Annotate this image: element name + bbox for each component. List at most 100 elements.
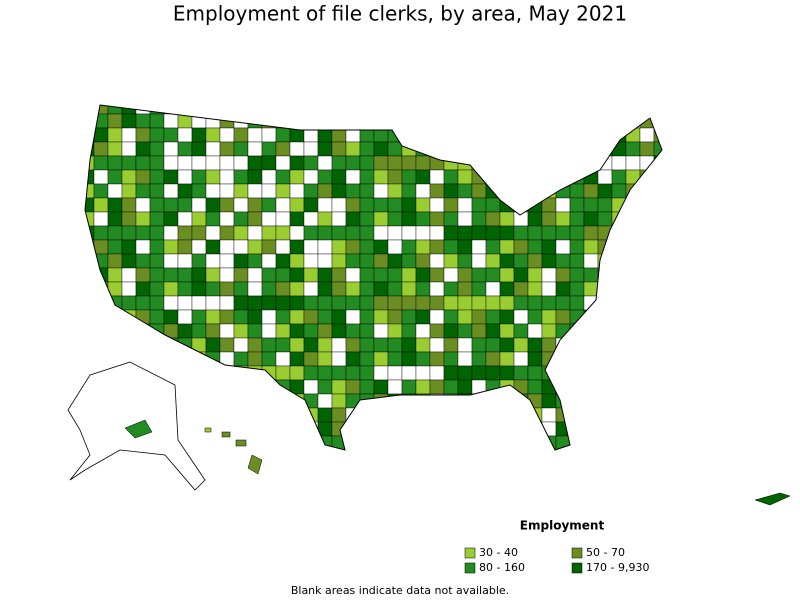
area (387, 113, 403, 129)
area (387, 435, 403, 450)
area (625, 393, 641, 409)
area (289, 393, 305, 409)
area (85, 295, 95, 311)
area (233, 407, 249, 423)
area (247, 105, 263, 115)
area (513, 253, 529, 269)
area (527, 379, 543, 395)
area (121, 113, 137, 129)
area (569, 113, 585, 129)
area (345, 239, 361, 255)
area (331, 309, 347, 325)
area (261, 295, 277, 311)
area (555, 281, 571, 297)
area (317, 183, 333, 199)
area (485, 449, 501, 450)
hawaii-island (247, 454, 263, 475)
area (247, 113, 263, 129)
area (317, 211, 333, 227)
area (121, 449, 137, 450)
area (401, 183, 417, 199)
area (541, 309, 557, 325)
area (653, 113, 662, 129)
area (345, 421, 361, 437)
area (653, 105, 662, 115)
hawaii-island (221, 431, 231, 438)
area (555, 239, 571, 255)
area (401, 105, 417, 115)
area (429, 253, 445, 269)
area (653, 281, 662, 297)
area (513, 169, 529, 185)
area (499, 295, 515, 311)
area (569, 407, 585, 423)
area (597, 211, 613, 227)
area (555, 155, 571, 171)
area (569, 379, 585, 395)
area (205, 211, 221, 227)
area (247, 267, 263, 283)
area (247, 421, 263, 437)
area (541, 253, 557, 269)
area (401, 267, 417, 283)
area (513, 365, 529, 381)
area (135, 105, 151, 115)
area (443, 253, 459, 269)
area (121, 295, 137, 311)
area (513, 197, 529, 213)
area (191, 407, 207, 423)
area (191, 295, 207, 311)
legend-label: 80 - 160 (479, 561, 525, 574)
hawaii-island (235, 439, 247, 447)
area (261, 449, 277, 450)
area (261, 393, 277, 409)
area (429, 337, 445, 353)
area (597, 105, 613, 115)
area (135, 155, 151, 171)
area (205, 449, 221, 450)
area (373, 281, 389, 297)
area (471, 365, 487, 381)
area (373, 337, 389, 353)
legend-swatch (571, 547, 583, 559)
area (597, 169, 613, 185)
area (205, 113, 221, 129)
area (317, 379, 333, 395)
area (429, 309, 445, 325)
area (597, 379, 613, 395)
area (499, 225, 515, 241)
area (359, 295, 375, 311)
area (653, 239, 662, 255)
area (359, 211, 375, 227)
area (205, 379, 221, 395)
area (569, 449, 585, 450)
area (639, 169, 655, 185)
area (625, 267, 641, 283)
area (485, 141, 501, 157)
area (233, 393, 249, 409)
area (387, 281, 403, 297)
map-title: Employment of file clerks, by area, May … (173, 2, 627, 26)
area (359, 113, 375, 129)
area (611, 211, 627, 227)
area (345, 351, 361, 367)
area (513, 295, 529, 311)
area (317, 281, 333, 297)
area (135, 211, 151, 227)
area (583, 337, 599, 353)
area (485, 127, 501, 143)
area (485, 421, 501, 437)
area (163, 211, 179, 227)
area (317, 323, 333, 339)
area (205, 253, 221, 269)
area (149, 141, 165, 157)
area (177, 127, 193, 143)
area (205, 407, 221, 423)
area (205, 183, 221, 199)
area (191, 113, 207, 129)
area (191, 225, 207, 241)
area (611, 323, 627, 339)
area (583, 239, 599, 255)
area (219, 183, 235, 199)
area (275, 267, 291, 283)
